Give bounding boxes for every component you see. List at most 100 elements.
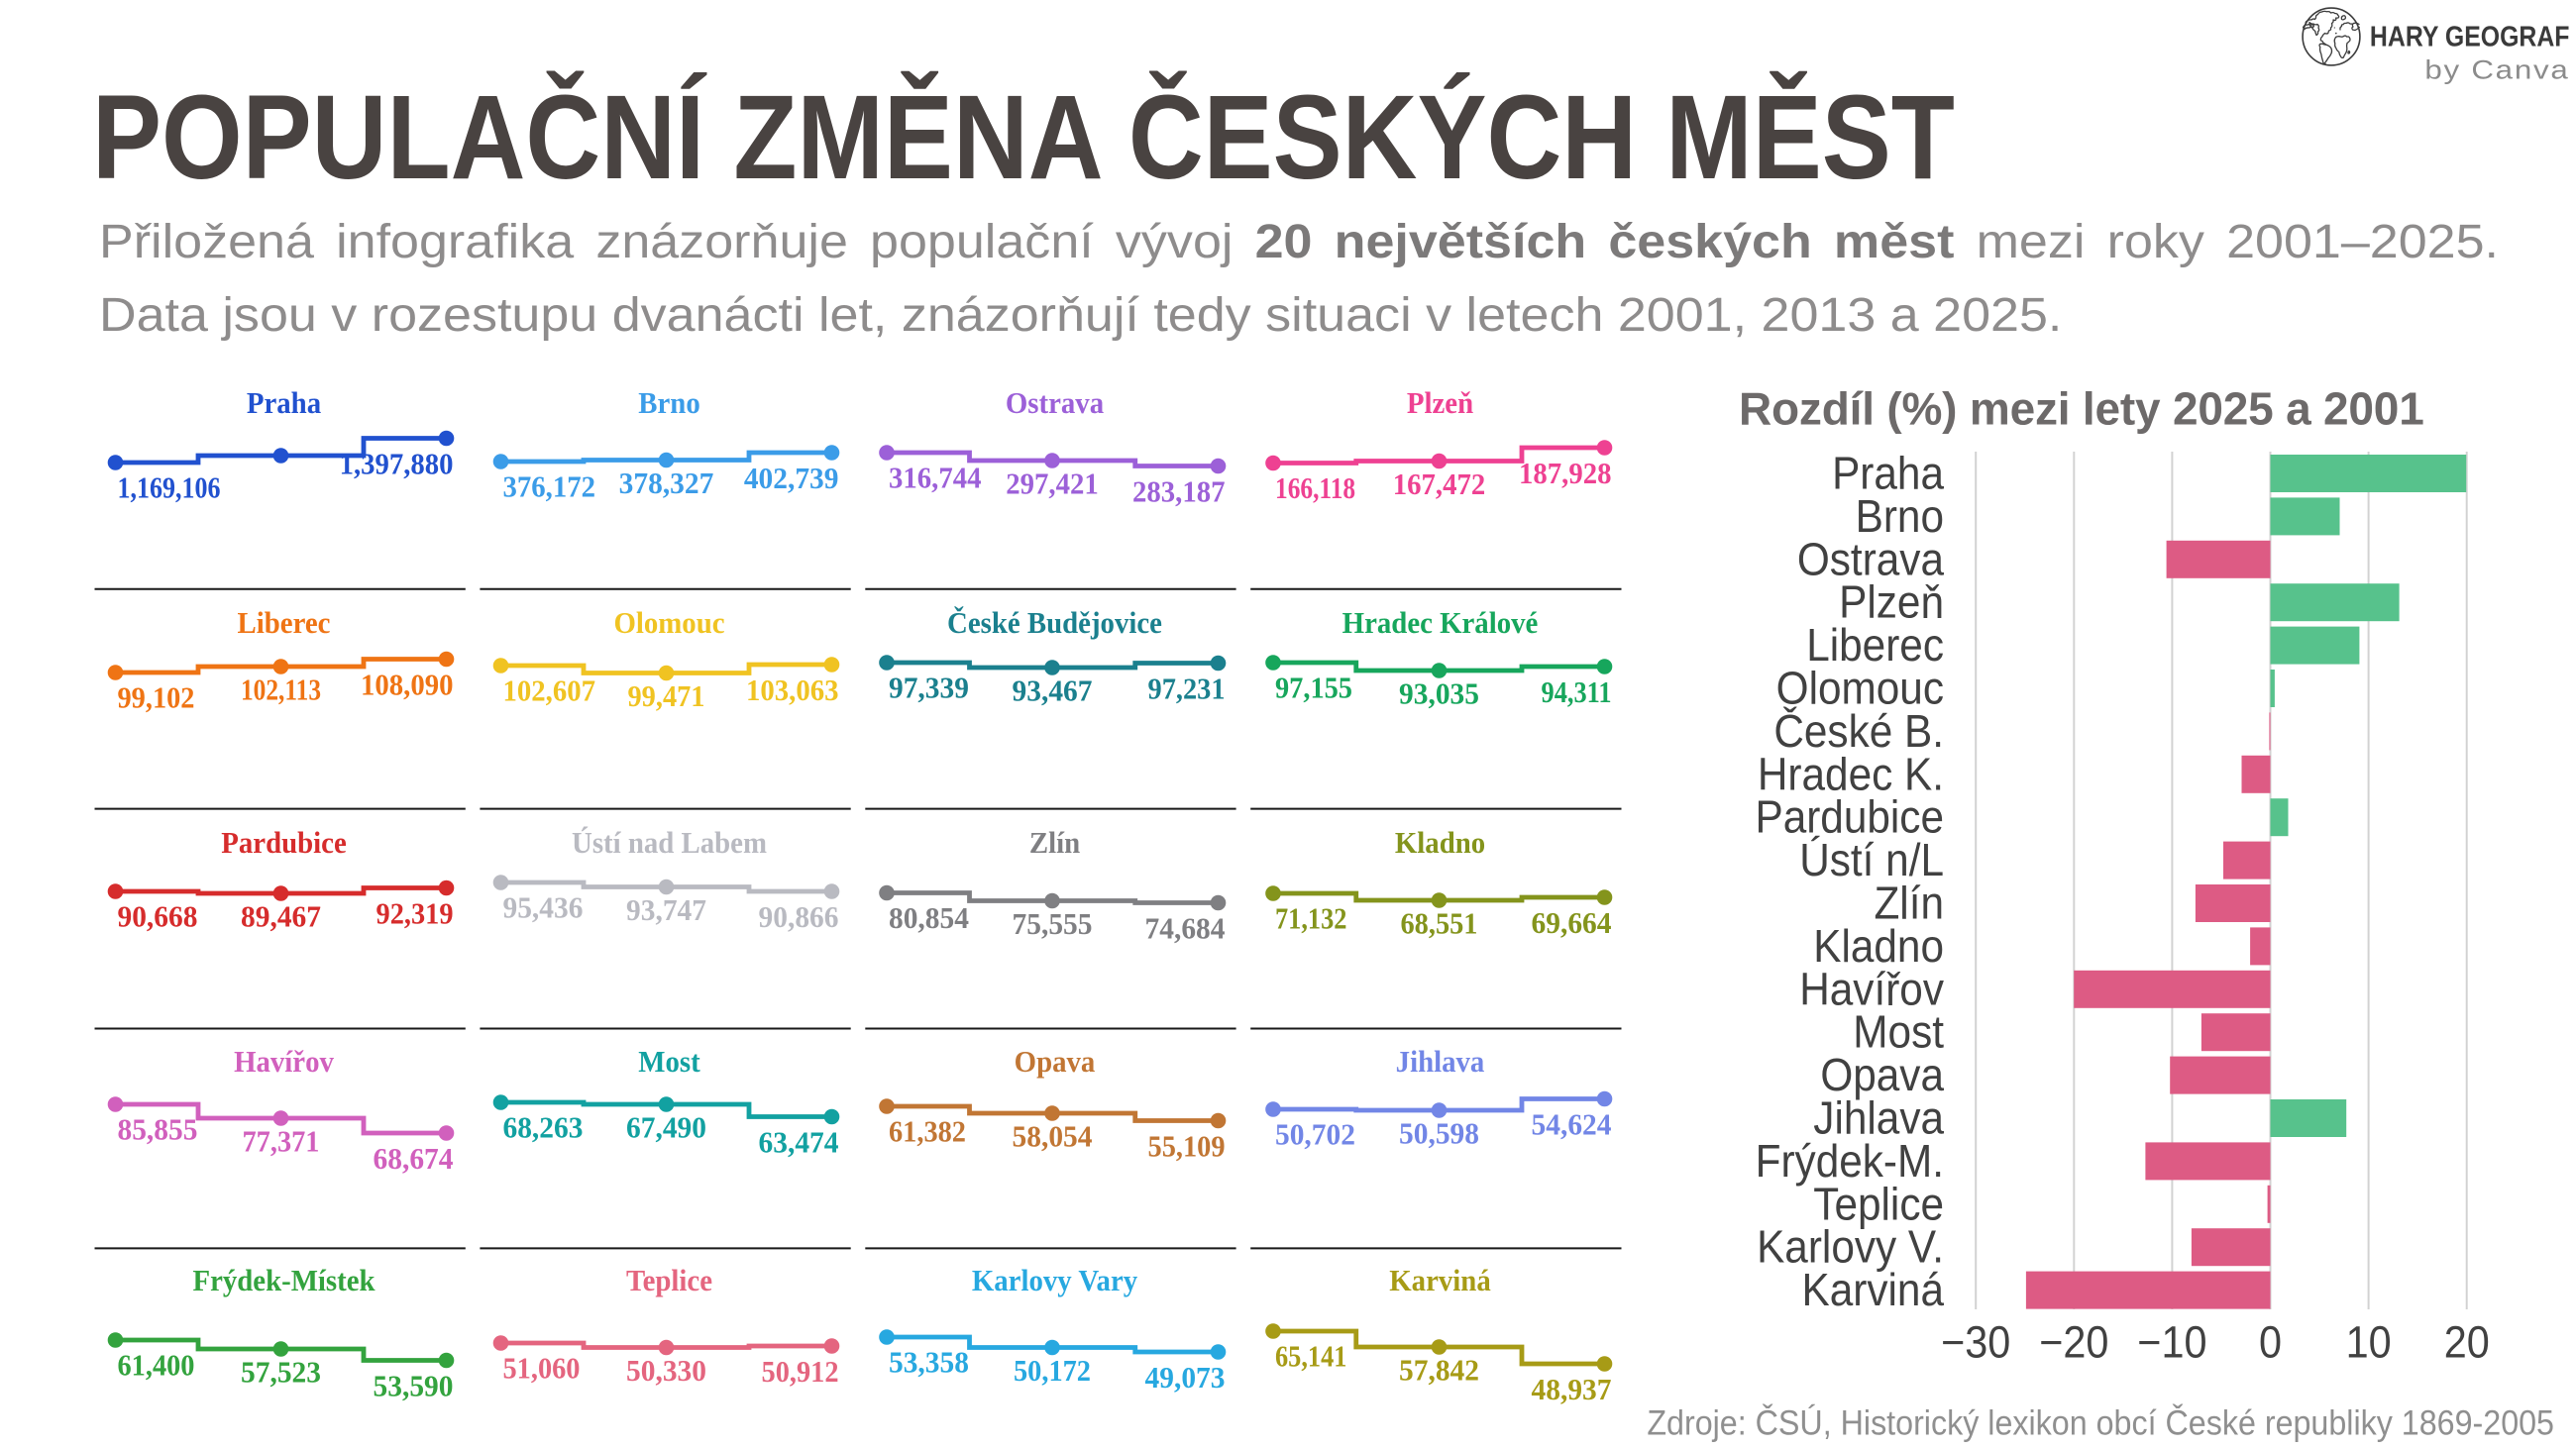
svg-text:166,118: 166,118 [1275, 472, 1355, 506]
svg-text:Karviná: Karviná [1389, 1264, 1491, 1297]
svg-text:103,063: 103,063 [746, 673, 838, 707]
svg-text:Jihlava: Jihlava [1396, 1045, 1485, 1079]
svg-text:57,523: 57,523 [241, 1355, 321, 1390]
svg-text:93,467: 93,467 [1013, 673, 1093, 708]
svg-text:Kladno: Kladno [1813, 921, 1944, 972]
svg-text:1,169,106: 1,169,106 [118, 471, 221, 505]
svg-text:58,054: 58,054 [1013, 1119, 1093, 1154]
svg-text:378,327: 378,327 [619, 466, 714, 500]
svg-text:Jihlava: Jihlava [1813, 1093, 1944, 1144]
svg-text:65,141: 65,141 [1275, 1340, 1346, 1374]
svg-text:53,358: 53,358 [889, 1345, 969, 1380]
svg-text:49,073: 49,073 [1145, 1360, 1226, 1395]
svg-text:90,866: 90,866 [759, 899, 839, 934]
svg-text:376,172: 376,172 [503, 470, 595, 504]
svg-text:297,421: 297,421 [1006, 467, 1098, 501]
svg-text:Frýdek-Místek: Frýdek-Místek [192, 1264, 375, 1297]
svg-text:97,231: 97,231 [1148, 673, 1226, 705]
svg-text:50,912: 50,912 [762, 1356, 839, 1389]
svg-text:Brno: Brno [1856, 491, 1944, 542]
svg-text:Havířov: Havířov [234, 1045, 334, 1079]
svg-text:Karlovy V.: Karlovy V. [1757, 1222, 1944, 1273]
svg-text:−20: −20 [2039, 1318, 2108, 1368]
svg-text:Plzeň: Plzeň [1407, 386, 1474, 420]
svg-text:Rozdíl (%) mezi lety 2025 a 20: Rozdíl (%) mezi lety 2025 a 2001 [1739, 383, 2424, 435]
svg-text:99,102: 99,102 [118, 681, 195, 714]
svg-text:Praha: Praha [247, 386, 321, 420]
svg-text:50,598: 50,598 [1399, 1116, 1479, 1151]
svg-text:Frýdek-M.: Frýdek-M. [1756, 1136, 1944, 1187]
svg-text:Pardubice: Pardubice [221, 826, 346, 860]
svg-text:51,060: 51,060 [503, 1352, 581, 1385]
svg-text:Olomouc: Olomouc [1776, 664, 1944, 714]
svg-text:92,319: 92,319 [376, 897, 454, 930]
svg-text:−30: −30 [1941, 1318, 2010, 1368]
svg-text:0: 0 [2259, 1318, 2282, 1368]
svg-text:50,702: 50,702 [1275, 1117, 1355, 1152]
svg-text:POPULAČNÍ ZMĚNA ČESKÝCH MĚST: POPULAČNÍ ZMĚNA ČESKÝCH MĚST [92, 70, 1955, 205]
svg-text:74,684: 74,684 [1145, 911, 1226, 946]
svg-text:67,490: 67,490 [626, 1110, 706, 1145]
svg-text:Ostrava: Ostrava [1797, 535, 1945, 585]
svg-text:Teplice: Teplice [1813, 1180, 1944, 1230]
svg-text:−10: −10 [2137, 1318, 2206, 1368]
svg-text:68,674: 68,674 [374, 1141, 454, 1176]
svg-text:Zlín: Zlín [1029, 826, 1081, 860]
svg-text:57,842: 57,842 [1399, 1353, 1479, 1388]
svg-text:97,155: 97,155 [1275, 672, 1352, 704]
svg-text:Liberec: Liberec [238, 606, 331, 640]
svg-text:77,371: 77,371 [243, 1125, 320, 1158]
svg-text:Havířov: Havířov [1799, 965, 1944, 1015]
svg-text:1,397,880: 1,397,880 [340, 448, 454, 481]
svg-text:by Canva: by Canva [2424, 55, 2569, 85]
svg-text:Liberec: Liberec [1806, 621, 1944, 672]
svg-text:Most: Most [638, 1045, 699, 1079]
svg-text:Most: Most [1853, 1007, 1944, 1058]
svg-text:97,339: 97,339 [889, 671, 969, 705]
svg-text:Ostrava: Ostrava [1006, 386, 1104, 420]
svg-text:České B.: České B. [1773, 705, 1944, 757]
svg-text:61,400: 61,400 [118, 1349, 195, 1382]
svg-text:402,739: 402,739 [744, 461, 839, 495]
svg-text:HARY GEOGRAF: HARY GEOGRAF [2370, 21, 2570, 52]
svg-text:Karlovy Vary: Karlovy Vary [972, 1264, 1137, 1297]
svg-text:50,172: 50,172 [1014, 1355, 1091, 1388]
svg-text:61,382: 61,382 [889, 1115, 966, 1148]
svg-text:Kladno: Kladno [1395, 826, 1485, 860]
svg-text:České Budějovice: České Budějovice [947, 606, 1162, 640]
svg-text:102,113: 102,113 [241, 673, 321, 707]
svg-text:80,854: 80,854 [889, 900, 969, 935]
svg-text:63,474: 63,474 [759, 1125, 839, 1160]
svg-text:85,855: 85,855 [118, 1112, 198, 1147]
svg-text:69,664: 69,664 [1532, 905, 1612, 940]
svg-text:53,590: 53,590 [374, 1369, 454, 1403]
svg-text:20: 20 [2444, 1318, 2490, 1368]
svg-text:90,668: 90,668 [118, 899, 198, 934]
svg-text:283,187: 283,187 [1132, 475, 1226, 509]
svg-text:Ústí n/L: Ústí n/L [1799, 836, 1944, 886]
svg-text:93,035: 93,035 [1399, 676, 1479, 711]
svg-text:10: 10 [2346, 1318, 2392, 1368]
svg-text:Opava: Opava [1820, 1051, 1944, 1101]
svg-text:99,471: 99,471 [628, 680, 705, 713]
svg-text:50,330: 50,330 [626, 1353, 706, 1388]
svg-text:95,436: 95,436 [503, 890, 584, 925]
svg-text:Pardubice: Pardubice [1755, 792, 1944, 843]
svg-text:102,607: 102,607 [503, 674, 596, 708]
svg-text:75,555: 75,555 [1013, 906, 1093, 941]
svg-text:55,109: 55,109 [1148, 1130, 1226, 1163]
svg-text:108,090: 108,090 [361, 669, 453, 702]
svg-text:Hradec K.: Hradec K. [1758, 750, 1944, 800]
svg-text:94,311: 94,311 [1542, 675, 1612, 709]
svg-text:Karviná: Karviná [1802, 1266, 1945, 1316]
svg-text:Plzeň: Plzeň [1839, 577, 1944, 628]
svg-text:89,467: 89,467 [241, 899, 321, 934]
svg-text:68,551: 68,551 [1401, 907, 1478, 940]
svg-text:Zdroje: ČSÚ, Historický lexiko: Zdroje: ČSÚ, Historický lexikon obcí Čes… [1647, 1403, 2554, 1443]
svg-text:Teplice: Teplice [626, 1264, 712, 1297]
svg-text:Brno: Brno [638, 386, 699, 420]
svg-text:187,928: 187,928 [1519, 457, 1611, 490]
svg-text:68,263: 68,263 [503, 1110, 584, 1145]
svg-text:Hradec Králové: Hradec Králové [1342, 606, 1539, 640]
svg-text:Ústí nad Labem: Ústí nad Labem [572, 826, 767, 860]
